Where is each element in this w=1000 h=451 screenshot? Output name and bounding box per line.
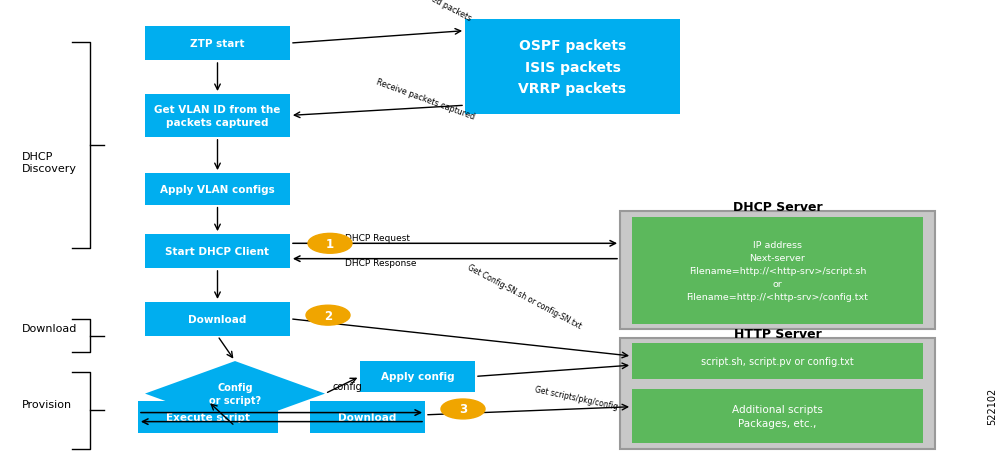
- Text: Execute script: Execute script: [166, 412, 250, 422]
- Text: IP address
Next-server
Filename=http://<http-srv>/script.sh
or
Filename=http://<: IP address Next-server Filename=http://<…: [687, 241, 868, 301]
- Text: 3: 3: [459, 403, 467, 415]
- Text: Apply config: Apply config: [381, 372, 454, 382]
- Text: Apply VLAN configs: Apply VLAN configs: [160, 184, 275, 194]
- FancyBboxPatch shape: [360, 361, 475, 392]
- FancyBboxPatch shape: [632, 389, 923, 443]
- Circle shape: [441, 399, 485, 419]
- Text: Receive packets captured: Receive packets captured: [375, 78, 476, 121]
- Text: ZTP start: ZTP start: [190, 39, 245, 49]
- FancyBboxPatch shape: [145, 27, 290, 61]
- Text: 1: 1: [326, 237, 334, 250]
- FancyBboxPatch shape: [145, 95, 290, 138]
- FancyBboxPatch shape: [632, 343, 923, 379]
- FancyBboxPatch shape: [620, 212, 935, 329]
- FancyBboxPatch shape: [145, 235, 290, 268]
- Text: config: config: [333, 381, 363, 391]
- Text: DHCP
Discovery: DHCP Discovery: [22, 152, 77, 173]
- Text: OSPF packets
ISIS packets
VRRP packets: OSPF packets ISIS packets VRRP packets: [518, 39, 627, 96]
- Text: DHCP Request: DHCP Request: [345, 233, 410, 242]
- Text: Download: Download: [338, 412, 397, 422]
- FancyBboxPatch shape: [138, 401, 278, 433]
- FancyBboxPatch shape: [145, 174, 290, 205]
- Text: 2: 2: [324, 309, 332, 322]
- Text: Download: Download: [22, 323, 77, 333]
- FancyBboxPatch shape: [632, 217, 923, 325]
- Polygon shape: [145, 361, 325, 426]
- FancyBboxPatch shape: [310, 401, 425, 433]
- Text: Config
or script?: Config or script?: [209, 382, 261, 405]
- FancyBboxPatch shape: [465, 20, 680, 115]
- FancyBboxPatch shape: [145, 302, 290, 336]
- Text: Register for required packets: Register for required packets: [365, 0, 473, 23]
- Text: Download: Download: [188, 314, 247, 324]
- Text: Provision: Provision: [22, 399, 72, 409]
- Text: Get VLAN ID from the
packets captured: Get VLAN ID from the packets captured: [154, 105, 281, 128]
- Text: script.sh, script.pv or config.txt: script.sh, script.pv or config.txt: [701, 356, 854, 366]
- Text: Start DHCP Client: Start DHCP Client: [165, 246, 270, 257]
- FancyBboxPatch shape: [620, 338, 935, 449]
- Text: DHCP Response: DHCP Response: [345, 258, 416, 267]
- Circle shape: [306, 306, 350, 326]
- Text: Get Config-SN.sh or config-SN.txt: Get Config-SN.sh or config-SN.txt: [466, 263, 583, 331]
- Circle shape: [308, 234, 352, 253]
- Text: Get scripts/pkg/config: Get scripts/pkg/config: [534, 384, 618, 410]
- Text: 522102: 522102: [987, 387, 997, 424]
- Text: Additional scripts
Packages, etc.,: Additional scripts Packages, etc.,: [732, 404, 823, 428]
- Text: HTTP Server: HTTP Server: [734, 327, 822, 340]
- Text: DHCP Server: DHCP Server: [733, 200, 823, 213]
